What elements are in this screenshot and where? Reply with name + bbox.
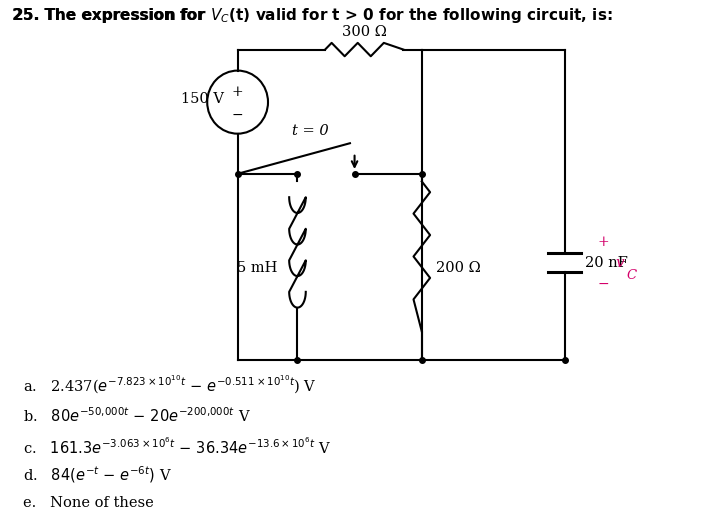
Text: +: +	[597, 235, 609, 249]
Text: t = 0: t = 0	[292, 124, 328, 138]
Text: d.   $84(e^{-t}$ $-$ $e^{-6t})$ V: d. $84(e^{-t}$ $-$ $e^{-6t})$ V	[23, 464, 172, 485]
Text: 150 V: 150 V	[180, 92, 224, 106]
Text: C: C	[626, 268, 636, 281]
Text: 200 Ω: 200 Ω	[436, 261, 480, 274]
Text: 20 nF: 20 nF	[585, 256, 628, 270]
Text: 5 mH: 5 mH	[237, 261, 278, 274]
Text: 25. The expression for $V_C$(t) valid for t > 0 for the following circuit, is:: 25. The expression for $V_C$(t) valid fo…	[12, 6, 613, 24]
Text: v: v	[615, 256, 624, 270]
Text: c.   $161.3e^{-3.063\times10^{6}t}$ $-$ $36.34e^{-13.6\times10^{6}t}$ V: c. $161.3e^{-3.063\times10^{6}t}$ $-$ $3…	[23, 435, 331, 456]
Text: −: −	[597, 277, 609, 291]
Text: 300 Ω: 300 Ω	[342, 25, 387, 39]
Text: 25. The expression for: 25. The expression for	[12, 8, 210, 23]
Text: b.   $80e^{-50{,}000t}$ $-$ $20e^{-200{,}000t}$ V: b. $80e^{-50{,}000t}$ $-$ $20e^{-200{,}0…	[23, 406, 251, 424]
Text: a.   2.437($e^{-7.823\times10^{10}t}$ $-$ $e^{-0.511\times10^{10}t}$) V: a. 2.437($e^{-7.823\times10^{10}t}$ $-$ …	[23, 373, 317, 395]
Text: e.   None of these: e. None of these	[23, 495, 154, 508]
Text: −: −	[232, 107, 244, 121]
Text: +: +	[232, 84, 244, 98]
